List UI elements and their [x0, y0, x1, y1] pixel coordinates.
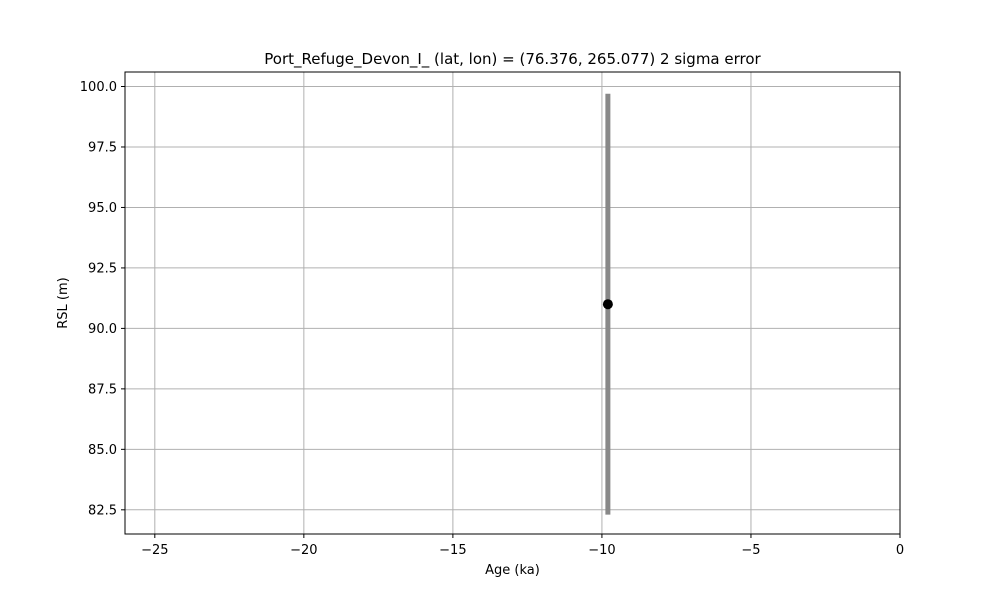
x-tick-label: −5	[741, 543, 760, 558]
plot-data	[602, 93, 613, 515]
chart-title: Port_Refuge_Devon_I_ (lat, lon) = (76.37…	[264, 50, 761, 69]
y-tick-label: 82.5	[88, 503, 117, 518]
y-axis-ticks: 82.5 85.0 87.5 90.0 92.5 95.0 97.5 100.0	[80, 80, 125, 518]
x-axis-label: Age (ka)	[485, 563, 540, 578]
y-tick-label: 97.5	[88, 140, 117, 155]
x-tick-label: −20	[290, 543, 317, 558]
y-tick-label: 85.0	[88, 443, 117, 458]
x-axis-ticks: −25 −20 −15 −10 −5 0	[141, 534, 904, 558]
y-tick-label: 95.0	[88, 201, 117, 216]
plot-frame	[124, 71, 901, 535]
x-tick-label: 0	[896, 543, 904, 558]
y-tick-label: 87.5	[88, 382, 117, 397]
y-tick-label: 100.0	[80, 80, 117, 95]
x-tick-label: −10	[588, 543, 615, 558]
x-tick-label: −15	[439, 543, 466, 558]
x-tick-label: −25	[141, 543, 168, 558]
y-tick-label: 90.0	[88, 322, 117, 337]
y-axis-label: RSL (m)	[56, 277, 71, 328]
grid	[125, 72, 901, 534]
y-tick-label: 92.5	[88, 261, 117, 276]
data-point	[602, 299, 613, 310]
